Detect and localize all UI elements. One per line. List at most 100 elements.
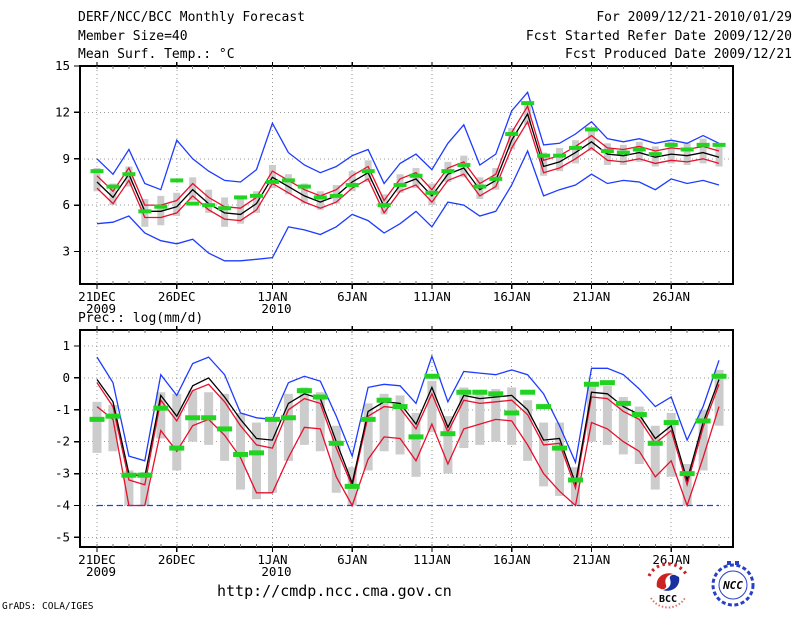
ensemble-spread-bar [539,422,549,487]
ncc-logo-top-mark [735,561,739,565]
x-tick-label: 11JAN [413,552,451,567]
y-tick-label: -3 [55,466,70,481]
y-tick-label: 6 [62,197,70,212]
ensemble-spread-bar [715,144,723,167]
observation-green-dash [313,195,327,200]
ensemble-spread-bar [619,144,627,165]
observation-green-dash [296,388,312,394]
observation-green-dash [170,178,184,183]
observation-green-dash [186,201,200,206]
observation-green-dash [520,389,536,395]
fcst-produced-label: Fcst Produced Date 2009/12/21 [565,47,792,62]
precipitation-log-observation-dashes [89,373,727,489]
observation-green-dash [281,178,295,183]
page-title: DERF/NCC/BCC Monthly Forecast [78,10,305,25]
x-tick-label: 26DEC [158,289,196,304]
observation-green-dash [505,132,519,137]
observation-green-dash [472,389,488,395]
observation-green-dash [680,147,694,152]
ncc-logo-text: NCC [722,579,743,592]
x-tick-label: 26DEC [158,552,196,567]
ensemble-spread-bar [540,152,548,176]
y-tick-label: 12 [55,104,70,119]
observation-green-dash [615,400,631,406]
y-tick-label: 9 [62,151,70,166]
observation-green-dash [233,451,249,457]
observation-green-dash [552,445,568,451]
x-tick-label: 16JAN [493,552,531,567]
x-tick-sublabel: 2010 [261,564,291,579]
ensemble-spread-bar [300,183,308,204]
observation-green-dash [521,101,535,106]
observation-green-dash [392,404,408,410]
x-tick-label: 21JAN [573,289,611,304]
observation-green-dash [489,176,503,181]
ensemble-spread-bar [698,409,708,471]
observation-green-dash [106,184,120,189]
ensemble-spread-bar [156,392,166,439]
observation-green-dash [536,404,552,410]
x-tick-label: 6JAN [337,552,367,567]
ensemble-spread-bar [443,416,453,474]
ensemble-spread-bar [236,412,246,490]
observation-green-dash [409,173,423,178]
observation-green-dash [312,394,328,400]
observation-green-dash [600,149,614,154]
fcst-started-label: Fcst Started Refer Date 2009/12/20 [525,29,792,44]
ensemble-spread-bar [315,392,325,452]
observation-green-dash [488,391,504,397]
observation-green-dash [376,397,392,403]
ncc-logo: NCC [711,561,755,607]
observation-green-dash [361,169,375,174]
observation-green-dash [456,389,472,395]
agency-logos: BCC NCC [647,561,755,609]
ensemble-spread-bar [363,403,373,471]
observation-green-dash [679,471,695,477]
observation-green-dash [425,190,439,195]
x-tick-label: 11JAN [413,289,451,304]
ensemble-spread-bar [108,404,118,452]
observation-green-dash [344,483,360,489]
ensemble-spread-bar [173,192,181,216]
observation-green-dash [553,153,567,158]
ensemble-spread-bar [666,412,676,477]
observation-green-dash [264,416,280,422]
observation-green-dash [218,206,232,211]
y-tick-label: 0 [62,370,70,385]
precipitation-log-ensemble-max-blue-line [96,354,720,465]
ensemble-spread-bar [252,422,261,500]
observation-green-dash [712,142,726,147]
mean-surface-temperature-upper-spread-red-line [96,104,720,209]
ensemble-spread-bar [507,387,517,445]
ensemble-spread-bar [427,381,437,433]
ensemble-spread-bar [635,141,643,162]
mean-surface-temperature-ensemble-mean-black-line [96,112,720,216]
observation-green-dash [122,172,136,177]
observation-green-dash [138,209,152,214]
mean-surface-temperature-lower-spread-red-line [96,120,720,222]
ensemble-spread-bar [253,191,260,213]
x-tick-sublabel: 2010 [261,301,291,316]
y-tick-label: -5 [55,529,70,544]
observation-green-dash [169,445,185,451]
ncc-logo-inner-ring [718,570,748,600]
x-tick-label: 16JAN [493,289,531,304]
mean-surface-temperature-gridlines [80,66,733,284]
observation-green-dash [632,147,646,152]
forecast-range-label: For 2009/12/21-2010/01/29 [596,10,792,25]
observation-green-dash [360,416,376,422]
ensemble-spread-bar [412,168,420,189]
x-tick-sublabel: 2009 [86,301,116,316]
member-size-label: Member Size=40 [78,29,188,44]
source-url: http://cmdp.ncc.cma.gov.cn [217,582,452,600]
ncc-logo-wreath [711,563,755,607]
observation-green-dash [185,415,201,421]
observation-green-dash [377,203,391,208]
ensemble-spread-bar [221,197,229,227]
observation-green-dash [202,203,216,208]
y-tick-label: -4 [55,498,70,513]
ensemble-spread-bar [299,387,309,445]
